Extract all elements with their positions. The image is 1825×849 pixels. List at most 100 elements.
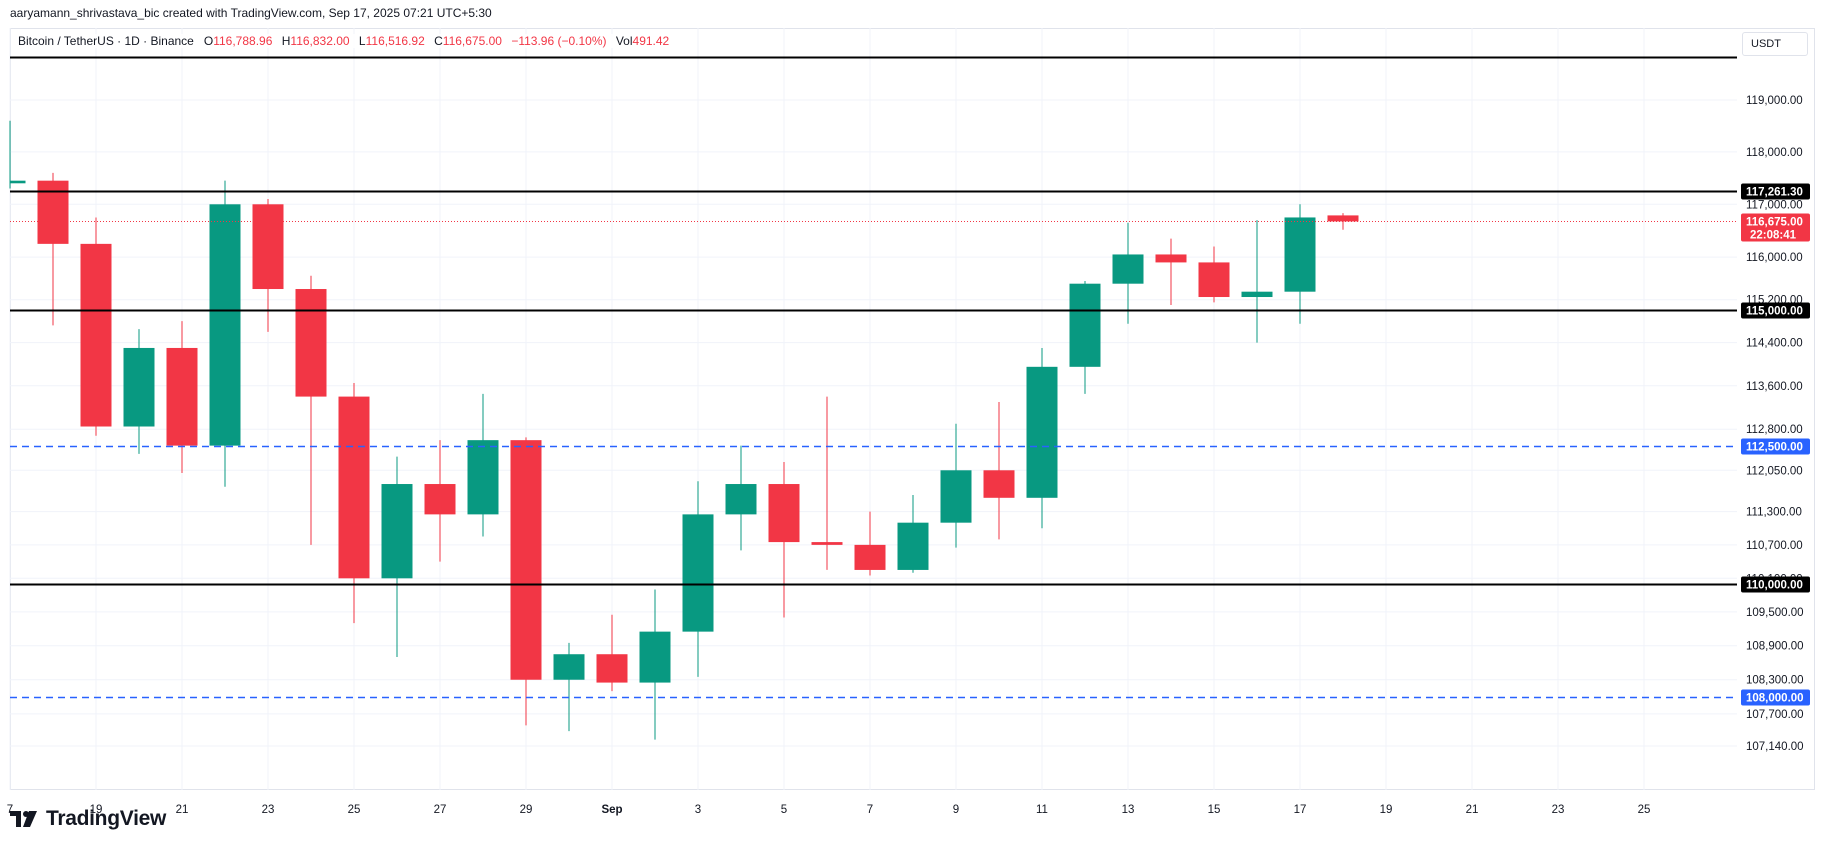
candle-body	[639, 631, 671, 683]
x-tick-label: 29	[520, 804, 533, 816]
candle[interactable]	[1198, 246, 1230, 303]
symbol-label[interactable]: Bitcoin / TetherUS · 1D · Binance	[18, 34, 194, 48]
candle[interactable]	[338, 383, 370, 624]
y-tick-label: 116,000.00	[1746, 252, 1803, 264]
x-tick-label: 11	[1036, 804, 1048, 816]
last-price-value: 116,675.00	[1746, 217, 1803, 229]
x-tick-label: 5	[781, 804, 787, 816]
level-price-tag-label: 110,000.00	[1746, 580, 1803, 592]
x-tick-label: 21	[176, 804, 189, 816]
candle[interactable]	[467, 393, 499, 537]
grid-lines	[9, 28, 1737, 790]
candle[interactable]	[1155, 238, 1187, 306]
x-tick-label: 25	[348, 804, 361, 816]
candle[interactable]	[596, 614, 628, 692]
tradingview-logo[interactable]: TradingView	[10, 806, 166, 832]
y-tick-label: 109,500.00	[1746, 607, 1804, 619]
candle[interactable]	[424, 440, 456, 562]
candle-body	[768, 484, 800, 543]
candle-body	[295, 289, 327, 397]
candle-body	[1026, 366, 1058, 498]
level-price-tag-label: 112,500.00	[1746, 442, 1803, 454]
y-tick-label: 108,300.00	[1746, 675, 1804, 687]
x-tick-label: 19	[1380, 804, 1393, 816]
level-price-tag: 110,000.00	[1741, 576, 1810, 593]
candle[interactable]	[209, 180, 241, 487]
y-tick-label: 119,000.00	[1746, 95, 1803, 107]
candle[interactable]	[9, 120, 26, 189]
level-price-tag: 112,500.00	[1741, 438, 1810, 455]
level-price-tag-label: 115,000.00	[1746, 306, 1803, 318]
y-tick-label: 110,700.00	[1746, 540, 1803, 552]
candle-body	[166, 347, 198, 446]
candle[interactable]	[983, 402, 1015, 540]
open-label: O	[203, 34, 214, 48]
candle[interactable]	[1284, 204, 1316, 324]
x-tick-label: 15	[1208, 804, 1221, 816]
candle[interactable]	[768, 462, 800, 618]
candle[interactable]	[123, 329, 155, 454]
candle[interactable]	[37, 172, 69, 326]
tradingview-logo-icon	[10, 811, 37, 827]
y-tick-label: 114,400.00	[1746, 338, 1803, 350]
level-price-tag-bg	[1741, 576, 1810, 593]
candle[interactable]	[252, 199, 284, 332]
candle[interactable]	[1241, 220, 1273, 343]
candle-body	[725, 484, 757, 515]
level-price-tag-label: 117,261.30	[1746, 187, 1803, 199]
x-tick-label: 25	[1638, 804, 1651, 816]
candle[interactable]	[811, 396, 843, 570]
candle-body	[10, 180, 26, 184]
level-price-tag-bg	[1741, 438, 1810, 455]
x-tick-label: 3	[695, 804, 701, 816]
candle-body	[37, 180, 69, 244]
y-tick-label: 107,700.00	[1746, 709, 1804, 721]
candle-body	[338, 396, 370, 579]
candle[interactable]	[725, 445, 757, 551]
candle-body	[467, 440, 499, 515]
y-tick-label: 117,000.00	[1746, 199, 1803, 211]
candle-body	[897, 522, 929, 570]
x-tick-label: 7	[7, 804, 13, 816]
candle-body	[80, 243, 112, 427]
last-price-tag-bg	[1741, 213, 1810, 242]
candle[interactable]	[295, 275, 327, 545]
candle-body	[1112, 254, 1144, 284]
candle[interactable]	[166, 321, 198, 474]
candle[interactable]	[639, 589, 671, 740]
candle-body	[854, 544, 886, 570]
candle[interactable]	[1069, 281, 1101, 394]
currency-selector[interactable]: USDT	[1742, 32, 1808, 56]
candle[interactable]	[940, 423, 972, 548]
candle-body	[1284, 217, 1316, 292]
candle-body	[940, 470, 972, 523]
level-price-tag: 108,000.00	[1741, 689, 1810, 706]
high-label: H	[281, 34, 291, 48]
candle-body	[510, 440, 542, 680]
candle-body	[209, 204, 241, 446]
level-price-tag-bg	[1741, 689, 1810, 706]
candle[interactable]	[80, 217, 112, 436]
candle-body	[1155, 254, 1187, 263]
candle-body	[811, 542, 843, 545]
candle[interactable]	[553, 642, 585, 732]
candle[interactable]	[510, 437, 542, 726]
candle[interactable]	[897, 495, 929, 573]
x-tick-label: 23	[262, 804, 275, 816]
candle-body	[553, 654, 585, 680]
candle[interactable]	[854, 511, 886, 576]
low-label: L	[358, 34, 366, 48]
x-tick-label: 9	[953, 804, 959, 816]
x-tick-label: Sep	[601, 804, 622, 816]
volume-value: 491.42	[632, 34, 670, 48]
candle[interactable]	[1112, 222, 1144, 324]
candle[interactable]	[682, 481, 714, 677]
close-label: C	[434, 34, 443, 48]
candle[interactable]	[381, 456, 413, 658]
x-tick-label: 13	[1122, 804, 1135, 816]
change-value: −113.96 (−0.10%)	[511, 34, 607, 48]
candle[interactable]	[1026, 347, 1058, 529]
candle-body	[983, 470, 1015, 498]
